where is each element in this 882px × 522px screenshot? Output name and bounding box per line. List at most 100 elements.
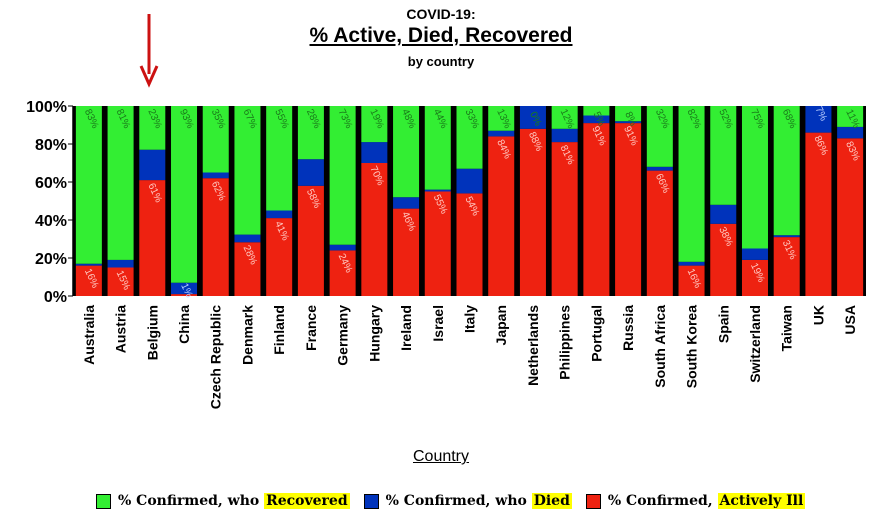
- bar-recovered-3: [171, 106, 198, 283]
- bar-died-0: [75, 263, 102, 266]
- x-tick-label-4: Czech Republic: [208, 305, 224, 409]
- y-tick-label-0: 0%: [44, 289, 67, 306]
- bar-active-19: [678, 265, 705, 296]
- bar-active-22: [773, 237, 800, 296]
- bar-died-9: [361, 142, 388, 163]
- x-tick-label-22: Taiwan: [779, 305, 795, 351]
- bar-recovered-22: [773, 106, 800, 236]
- bar-active-4: [202, 178, 229, 296]
- bar-died-16: [583, 115, 610, 124]
- bar-active-11: [424, 191, 451, 296]
- bar-active-20: [710, 223, 737, 296]
- x-tick-label-17: Russia: [620, 305, 636, 351]
- legend-item-0: % Confirmed, who Recovered: [96, 493, 350, 509]
- bar-died-13: [488, 130, 515, 137]
- legend-highlight-1: Died: [531, 493, 572, 509]
- x-tick-label-7: France: [303, 305, 319, 351]
- bar-recovered-17: [615, 106, 642, 122]
- bar-recovered-20: [710, 106, 737, 205]
- x-tick-label-9: Hungary: [366, 305, 382, 362]
- x-axis-title: Country: [0, 448, 882, 466]
- x-tick-label-24: USA: [842, 305, 858, 335]
- bar-active-7: [297, 185, 324, 296]
- x-tick-label-12: Italy: [462, 305, 478, 333]
- bar-recovered-24: [837, 106, 864, 127]
- bar-died-22: [773, 235, 800, 238]
- bar-active-18: [646, 170, 673, 296]
- x-tick-label-13: Japan: [493, 305, 509, 345]
- bar-died-5: [234, 234, 261, 243]
- x-tick-label-1: Austria: [113, 305, 129, 353]
- bar-recovered-13: [488, 106, 515, 131]
- bar-recovered-19: [678, 106, 705, 262]
- bar-died-21: [741, 248, 768, 260]
- down-arrow-icon: [139, 14, 159, 88]
- bar-died-4: [202, 172, 229, 179]
- legend-highlight-0: Recovered: [264, 493, 350, 509]
- x-tick-label-8: Germany: [335, 305, 351, 366]
- x-tick-label-19: South Korea: [684, 305, 700, 388]
- bar-recovered-10: [393, 106, 420, 198]
- bar-active-21: [741, 259, 768, 296]
- chart-title-text: % Active, Died, Recovered: [309, 24, 573, 47]
- bar-active-6: [266, 218, 293, 296]
- x-axis-title-text: Country: [412, 448, 470, 465]
- bar-active-23: [805, 132, 832, 296]
- x-tick-label-15: Philippines: [557, 305, 573, 380]
- y-tick-label-2: 40%: [35, 213, 67, 230]
- legend-text-2: % Confirmed,: [607, 493, 718, 509]
- bar-recovered-4: [202, 106, 229, 173]
- x-tick-label-0: Australia: [81, 305, 97, 365]
- bar-died-23: [805, 106, 832, 133]
- bar-died-15: [551, 128, 578, 143]
- legend-text-0: % Confirmed, who: [118, 493, 265, 509]
- y-tick-label-1: 20%: [35, 251, 67, 268]
- legend-text-1: % Confirmed, who: [385, 493, 532, 509]
- bar-active-2: [139, 180, 166, 296]
- legend-item-1: % Confirmed, who Died: [363, 493, 572, 509]
- bar-recovered-2: [139, 106, 166, 150]
- bar-recovered-0: [75, 106, 102, 264]
- bar-active-9: [361, 163, 388, 296]
- bar-recovered-15: [551, 106, 578, 129]
- bar-recovered-9: [361, 106, 388, 143]
- x-tick-label-2: Belgium: [144, 305, 160, 360]
- bar-recovered-21: [741, 106, 768, 249]
- legend-highlight-2: Actively Ill: [717, 493, 806, 509]
- legend-swatch-2: [585, 493, 601, 509]
- bar-active-12: [456, 193, 483, 296]
- bar-died-19: [678, 261, 705, 266]
- x-tick-label-3: China: [176, 305, 192, 344]
- chart-title-line1: COVID-19:: [406, 6, 476, 22]
- bar-recovered-11: [424, 106, 451, 190]
- bar-died-12: [456, 168, 483, 194]
- legend-item-2: % Confirmed, Actively Ill: [585, 493, 806, 509]
- bar-died-11: [424, 189, 451, 192]
- x-tick-label-14: Netherlands: [525, 305, 541, 386]
- bar-died-24: [837, 126, 864, 139]
- bar-active-13: [488, 136, 515, 296]
- x-tick-label-5: Denmark: [239, 305, 255, 365]
- bar-recovered-6: [266, 106, 293, 211]
- bar-recovered-5: [234, 106, 261, 235]
- legend-swatch-1: [363, 493, 379, 509]
- chart-title: % Active, Died, Recovered: [0, 24, 882, 48]
- plot-area: 16%83%Australia15%81%Austria61%23%Belgiu…: [26, 99, 866, 409]
- x-tick-label-16: Portugal: [588, 305, 604, 362]
- bar-active-10: [393, 208, 420, 296]
- bar-recovered-12: [456, 106, 483, 169]
- bar-died-7: [297, 159, 324, 186]
- bar-active-15: [551, 142, 578, 296]
- bar-died-14: [519, 106, 546, 129]
- x-tick-label-6: Finland: [271, 305, 287, 355]
- legend: % Confirmed, who Recovered% Confirmed, w…: [96, 490, 819, 512]
- bar-active-5: [234, 242, 261, 296]
- y-tick-label-4: 80%: [35, 137, 67, 154]
- y-tick-label-3: 60%: [35, 175, 67, 192]
- x-tick-label-10: Ireland: [398, 305, 414, 351]
- x-tick-label-23: UK: [810, 305, 826, 325]
- bar-active-14: [519, 128, 546, 296]
- bar-died-18: [646, 166, 673, 171]
- bar-recovered-7: [297, 106, 324, 160]
